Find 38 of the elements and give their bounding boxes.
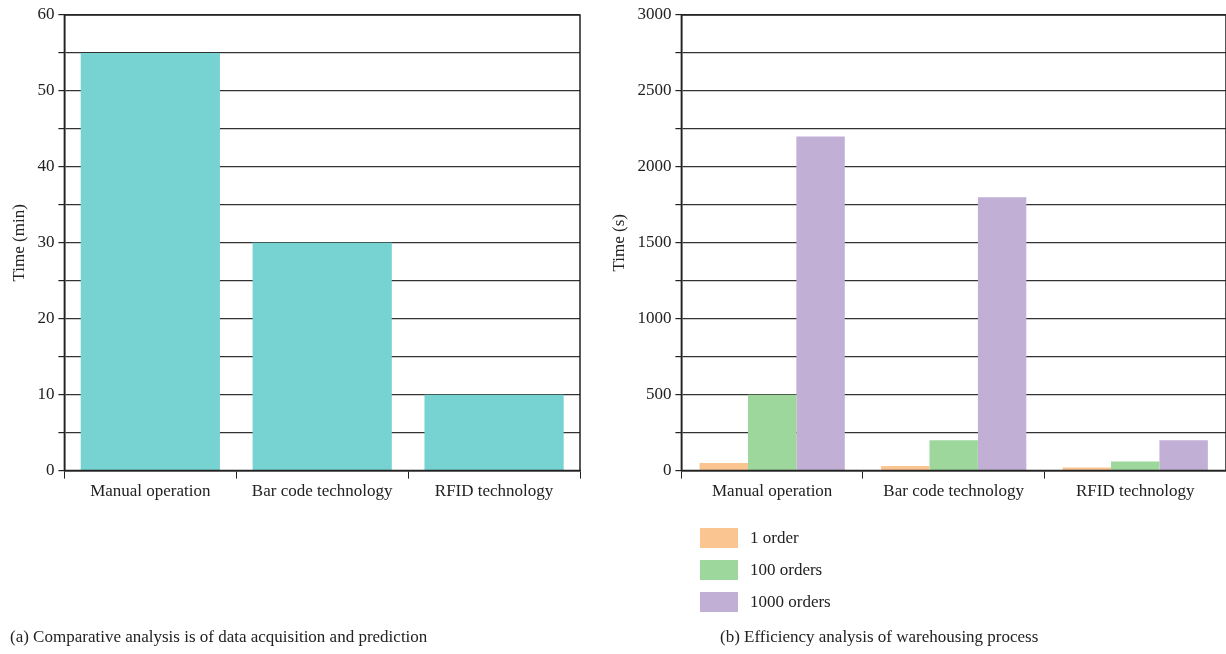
text: (a) Comparative analysis is of data acquisition and prediction [10,627,428,647]
x-tick-label: Manual operation [90,481,212,501]
bar [252,242,392,470]
bar [929,440,978,470]
y-tick-label: 60 [37,4,55,24]
bar [424,394,564,470]
legend-label: 1000 orders [750,592,831,612]
bar [881,466,930,470]
y-tick-label: 20 [37,308,55,328]
y-tick-label: 0 [662,460,672,480]
bar [1159,440,1208,470]
bar [1111,461,1160,470]
bar [796,136,845,470]
y-axis-title: Time (min) [8,204,28,282]
bar [747,394,797,470]
y-tick-label: 500 [645,384,672,404]
y-tick-label: 3000 [637,4,672,24]
y-tick-label: 2000 [637,156,672,176]
x-tick-label: Bar code technology [251,481,394,501]
y-tick-label: 1500 [637,232,672,252]
x-tick-label: Manual operation [711,481,833,501]
y-tick-label: 40 [37,156,55,176]
bar [977,197,1027,470]
x-tick-label: RFID technology [1075,481,1195,501]
y-tick-label: 30 [37,232,55,252]
bar [699,463,748,470]
legend-label: 1 order [750,528,799,548]
y-axis-title: Time (s) [608,214,628,272]
y-tick-label: 1000 [637,308,672,328]
bar [80,52,220,470]
y-tick-label: 10 [37,384,55,404]
y-tick-label: 2500 [637,80,672,100]
x-tick-label: RFID technology [434,481,554,501]
y-tick-label: 50 [37,80,55,100]
y-tick-label: 0 [45,460,55,480]
legend-label: 100 orders [750,560,823,580]
text: (b) Efficiency analysis of warehousing process [720,627,1039,647]
x-tick-label: Bar code technology [883,481,1025,501]
